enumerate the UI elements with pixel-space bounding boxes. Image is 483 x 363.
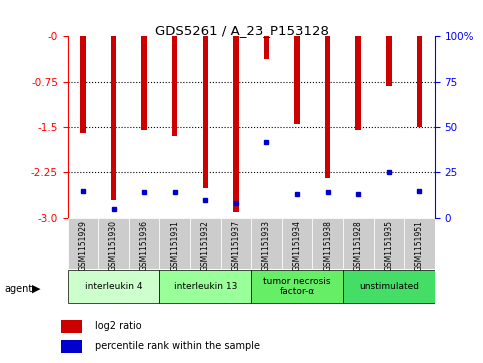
- FancyBboxPatch shape: [282, 218, 313, 269]
- FancyBboxPatch shape: [129, 218, 159, 269]
- Text: interleukin 13: interleukin 13: [173, 282, 237, 291]
- FancyBboxPatch shape: [343, 270, 435, 303]
- FancyBboxPatch shape: [221, 218, 251, 269]
- Bar: [80, 36, 85, 133]
- Text: GSM1151931: GSM1151931: [170, 220, 179, 271]
- Bar: [111, 36, 116, 200]
- FancyBboxPatch shape: [404, 218, 435, 269]
- Text: unstimulated: unstimulated: [359, 282, 419, 291]
- FancyBboxPatch shape: [159, 270, 251, 303]
- Text: interleukin 4: interleukin 4: [85, 282, 142, 291]
- Bar: [294, 36, 300, 124]
- Text: GSM1151933: GSM1151933: [262, 220, 271, 271]
- FancyBboxPatch shape: [251, 218, 282, 269]
- Text: GSM1151951: GSM1151951: [415, 220, 424, 271]
- Text: GSM1151929: GSM1151929: [78, 220, 87, 271]
- FancyBboxPatch shape: [251, 270, 343, 303]
- Text: GSM1151934: GSM1151934: [293, 220, 301, 271]
- Text: GSM1151938: GSM1151938: [323, 220, 332, 271]
- FancyBboxPatch shape: [159, 218, 190, 269]
- FancyBboxPatch shape: [343, 218, 373, 269]
- FancyBboxPatch shape: [190, 218, 221, 269]
- FancyBboxPatch shape: [373, 218, 404, 269]
- Text: percentile rank within the sample: percentile rank within the sample: [95, 341, 260, 351]
- Bar: [202, 36, 208, 188]
- Bar: [264, 36, 269, 59]
- Text: tumor necrosis
factor-α: tumor necrosis factor-α: [263, 277, 331, 297]
- Bar: [61, 340, 82, 352]
- Bar: [325, 36, 330, 179]
- Text: GSM1151935: GSM1151935: [384, 220, 393, 271]
- Bar: [417, 36, 422, 127]
- FancyBboxPatch shape: [98, 218, 129, 269]
- Text: ▶: ▶: [32, 284, 41, 294]
- Text: agent: agent: [5, 284, 33, 294]
- Bar: [386, 36, 392, 86]
- Bar: [233, 36, 239, 212]
- Bar: [61, 320, 82, 333]
- Bar: [142, 36, 147, 130]
- FancyBboxPatch shape: [68, 270, 159, 303]
- Text: GSM1151930: GSM1151930: [109, 220, 118, 271]
- FancyBboxPatch shape: [313, 218, 343, 269]
- Text: GSM1151937: GSM1151937: [231, 220, 241, 271]
- Text: GDS5261 / A_23_P153128: GDS5261 / A_23_P153128: [155, 24, 328, 37]
- Text: log2 ratio: log2 ratio: [95, 321, 142, 331]
- FancyBboxPatch shape: [68, 218, 98, 269]
- Text: GSM1151932: GSM1151932: [201, 220, 210, 271]
- Text: GSM1151928: GSM1151928: [354, 220, 363, 271]
- Text: GSM1151936: GSM1151936: [140, 220, 149, 271]
- Bar: [172, 36, 177, 136]
- Bar: [355, 36, 361, 130]
